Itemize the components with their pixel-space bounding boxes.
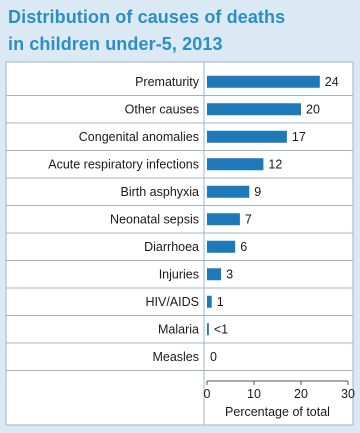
chart-title-line-2: in children under-5, 2013 [8,34,223,54]
value-label: 12 [268,157,282,171]
value-label: 0 [210,350,217,364]
bar [207,75,320,88]
category-label: Prematurity [135,75,200,89]
x-tick-label: 20 [294,387,308,401]
category-label: Measles [152,350,199,364]
value-label: 20 [306,102,320,116]
value-label: 3 [226,267,233,281]
chart-title: Distribution of causes of deaths in chil… [8,4,358,58]
value-label: 1 [217,295,224,309]
bar [207,130,287,143]
x-tick-label: 0 [204,387,211,401]
category-label: Other causes [125,102,199,116]
category-label: Neonatal sepsis [110,212,199,226]
bar [207,295,212,308]
category-label: HIV/AIDS [146,295,200,309]
value-label: 6 [240,240,247,254]
value-label: 24 [325,75,339,89]
bar [207,323,209,336]
value-label: <1 [214,322,228,336]
value-label: 9 [254,185,261,199]
category-label: Congenital anomalies [79,130,199,144]
category-label: Injuries [159,267,199,281]
bar [207,158,264,171]
category-label: Acute respiratory infections [48,157,199,171]
value-label: 17 [292,130,306,144]
x-axis-label: Percentage of total [225,405,330,419]
value-label: 7 [245,212,252,226]
bar [207,213,240,226]
x-tick-label: 30 [341,387,355,401]
chart-title-line-1: Distribution of causes of deaths [8,7,286,27]
bar [207,103,301,116]
bar [207,268,222,281]
category-label: Birth asphyxia [120,185,199,199]
bar [207,185,250,198]
category-label: Malaria [158,322,199,336]
category-label: Diarrhoea [144,240,199,254]
x-tick-label: 10 [247,387,261,401]
bar [207,240,236,253]
